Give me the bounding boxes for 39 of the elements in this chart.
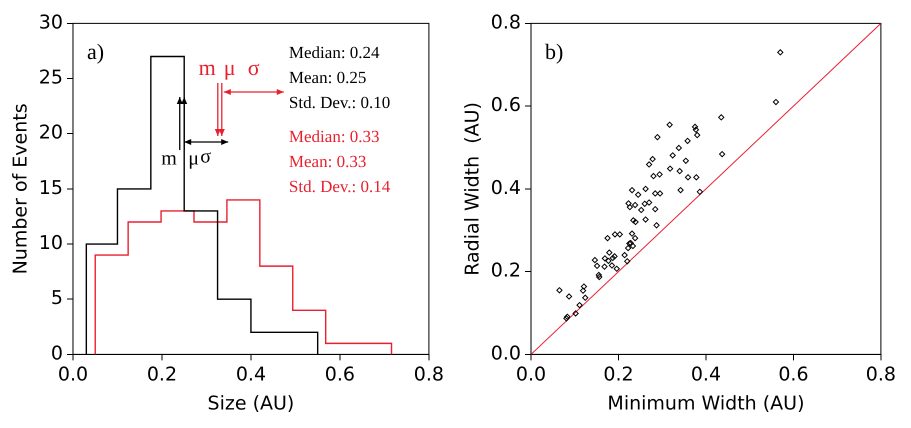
y-tick-label: 5 [50,287,63,310]
y-tick-label: 20 [38,122,63,144]
annotation: μ [224,55,236,80]
x-tick-label: 0.6 [324,364,356,386]
y-tick-label: 0.0 [490,342,522,364]
x-tick-label: 0.6 [778,364,809,386]
annotation: m [198,55,216,80]
x-axis-title: Size (AU) [208,392,294,415]
y-axis-title: Radial Width (AU) [461,102,484,276]
x-axis-title: Minimum Width (AU) [607,392,804,415]
y-axis-title: Number of Events [9,103,32,274]
y-tick-label: 0.4 [490,176,522,199]
y-tick-label: 0.2 [490,260,522,282]
x-tick-label: 0.8 [414,364,444,386]
annotation: Mean: 0.25 [288,68,366,87]
annotation: m [161,148,178,170]
annotation: Median: 0.33 [288,126,380,146]
y-tick-label: 0.6 [490,94,522,116]
x-tick-label: 0.4 [690,364,722,386]
x-tick-label: 0.0 [516,364,546,386]
annotation: b) [545,39,564,64]
y-tick-label: 15 [38,176,63,199]
x-tick-label: 0.2 [146,364,178,386]
annotation: σ [200,146,212,168]
x-tick-label: 0.8 [866,364,896,386]
x-tick-label: 0.2 [603,364,634,386]
annotation: Std. Dev.: 0.14 [288,176,391,196]
x-tick-label: 0.4 [236,364,266,386]
y-tick-label: 0.8 [490,11,522,34]
y-tick-label: 0 [50,342,63,364]
annotation: Mean: 0.33 [288,152,366,171]
y-tick-label: 25 [38,66,63,89]
y-tick-label: 30 [38,11,63,34]
y-tick-label: 10 [38,232,63,254]
annotation: σ [248,55,260,80]
annotation: a) [86,39,104,64]
annotation: Median: 0.24 [288,42,380,62]
annotation: μ [188,148,199,170]
annotation: Std. Dev.: 0.10 [288,92,390,112]
